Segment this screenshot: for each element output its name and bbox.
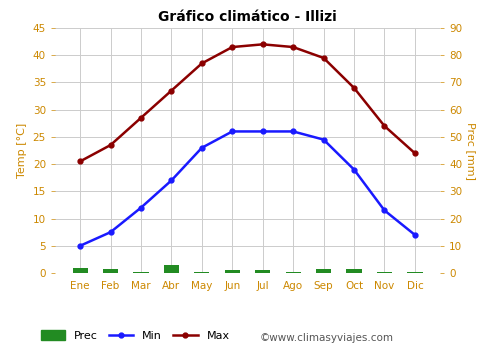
Bar (224, 270, 240, 273)
Title: Gráfico climático - Illizi: Gráfico climático - Illizi (158, 10, 337, 24)
Text: ©www.climasyviajes.com: ©www.climasyviajes.com (260, 333, 394, 343)
Bar (194, 272, 210, 273)
Bar (134, 272, 148, 273)
Bar (408, 272, 422, 273)
Bar (164, 265, 179, 273)
Bar (346, 269, 362, 273)
Bar (316, 269, 331, 273)
Bar (255, 270, 270, 273)
Legend: Prec, Min, Max: Prec, Min, Max (40, 330, 230, 341)
Bar (103, 269, 118, 273)
Bar (377, 272, 392, 273)
Y-axis label: Prec [mm]: Prec [mm] (466, 121, 476, 180)
Bar (286, 272, 301, 273)
Y-axis label: Temp [°C]: Temp [°C] (17, 123, 27, 178)
Bar (72, 267, 88, 273)
